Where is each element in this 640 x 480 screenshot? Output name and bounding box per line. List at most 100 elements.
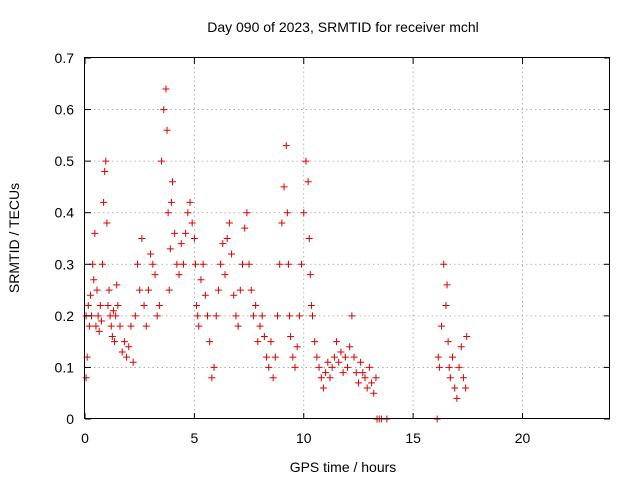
x-tick-labels: 0 5 10 15 20 xyxy=(81,430,530,446)
data-point xyxy=(105,286,113,294)
data-point xyxy=(120,338,128,346)
data-point xyxy=(459,374,467,382)
data-point xyxy=(344,363,351,371)
data-point xyxy=(171,229,179,237)
y-tick-label: 0.7 xyxy=(55,50,75,66)
data-point xyxy=(256,322,264,330)
data-point xyxy=(199,260,207,268)
data-point xyxy=(434,353,442,361)
data-point xyxy=(335,358,343,366)
data-point xyxy=(102,157,110,165)
data-point xyxy=(108,332,116,340)
data-point xyxy=(368,379,376,387)
data-point xyxy=(190,235,198,242)
x-tick-label: 5 xyxy=(190,430,198,446)
data-point xyxy=(313,353,321,361)
data-point xyxy=(193,302,201,310)
data-point xyxy=(85,322,93,330)
data-point xyxy=(306,271,314,279)
data-point xyxy=(92,322,100,330)
data-point xyxy=(197,276,205,284)
data-point xyxy=(113,281,121,289)
data-points xyxy=(82,85,471,423)
data-point xyxy=(348,312,356,320)
data-point xyxy=(280,183,288,191)
data-point xyxy=(123,353,131,361)
data-point xyxy=(455,363,463,371)
data-point xyxy=(236,286,244,294)
data-point xyxy=(84,302,92,310)
data-point xyxy=(149,260,157,268)
data-point xyxy=(293,343,301,351)
data-point xyxy=(286,312,294,320)
data-point xyxy=(162,85,170,93)
y-axis-label: SRMTID / TECUs xyxy=(6,183,22,293)
data-point xyxy=(445,363,453,371)
data-point xyxy=(346,343,354,351)
y-tick-labels: 0 0.1 0.2 0.3 0.4 0.5 0.6 0.7 xyxy=(55,50,75,427)
data-point xyxy=(260,332,268,340)
x-axis-label: GPS time / hours xyxy=(290,459,397,475)
data-point xyxy=(307,302,315,310)
data-point xyxy=(322,369,330,377)
data-point xyxy=(175,271,183,279)
data-point xyxy=(230,291,238,299)
data-point xyxy=(194,312,202,320)
data-point xyxy=(136,286,144,294)
data-point xyxy=(155,302,163,310)
data-point xyxy=(114,302,122,310)
data-point xyxy=(282,142,290,150)
data-point xyxy=(283,209,291,217)
data-point xyxy=(276,260,284,268)
data-point xyxy=(144,286,152,294)
data-point xyxy=(160,106,168,114)
data-point xyxy=(241,224,249,232)
data-point xyxy=(142,322,150,330)
data-point xyxy=(93,286,101,294)
data-point xyxy=(330,353,338,361)
data-point xyxy=(112,312,120,320)
data-point xyxy=(370,389,378,397)
data-point xyxy=(184,209,192,217)
data-point xyxy=(82,374,90,382)
data-point xyxy=(245,260,253,268)
data-point xyxy=(118,348,126,356)
data-point xyxy=(302,157,310,165)
data-point xyxy=(363,384,371,392)
data-point xyxy=(206,338,214,346)
data-point xyxy=(462,384,470,392)
data-point xyxy=(446,374,454,382)
axis-ticks xyxy=(84,57,610,420)
data-point xyxy=(165,286,173,294)
data-point xyxy=(225,219,233,227)
data-point xyxy=(443,281,451,289)
data-point xyxy=(247,286,255,294)
data-point xyxy=(271,353,279,361)
y-tick-label: 0.1 xyxy=(55,359,75,375)
data-point xyxy=(361,374,369,382)
y-tick-label: 0.3 xyxy=(55,256,75,272)
data-point xyxy=(195,322,203,330)
data-point xyxy=(326,374,334,382)
x-tick-label: 20 xyxy=(515,430,531,446)
data-point xyxy=(100,198,108,206)
data-point xyxy=(291,363,299,371)
data-point xyxy=(212,312,220,320)
data-point xyxy=(127,322,135,330)
data-point xyxy=(217,260,225,268)
data-point xyxy=(234,322,242,330)
data-point xyxy=(131,312,139,320)
data-point xyxy=(95,327,103,335)
data-point xyxy=(453,394,461,402)
data-point xyxy=(438,322,446,330)
data-point xyxy=(337,348,345,356)
data-point xyxy=(305,235,313,242)
data-point xyxy=(164,209,172,217)
data-point xyxy=(311,338,319,346)
data-point xyxy=(177,240,185,248)
data-point xyxy=(223,235,231,242)
data-point xyxy=(208,374,216,382)
data-point xyxy=(449,353,456,361)
data-point xyxy=(274,312,281,320)
